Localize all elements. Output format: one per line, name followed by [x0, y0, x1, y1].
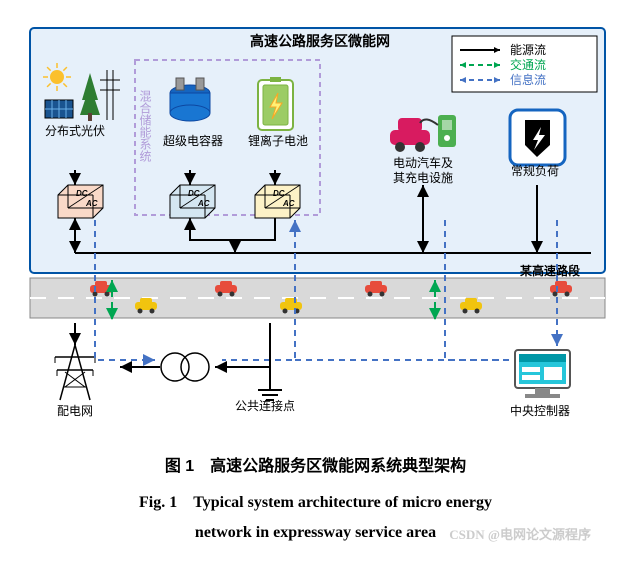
caption-cn: 图 1 高速公路服务区微能网系统典型架构 — [20, 452, 611, 476]
svg-text:DC: DC — [76, 189, 88, 198]
svg-text:某高速路段: 某高速路段 — [520, 263, 581, 278]
svg-text:AC: AC — [282, 199, 295, 208]
watermark: CSDN @电网论文源程序 — [449, 524, 591, 543]
svg-text:中央控制器: 中央控制器 — [510, 403, 570, 418]
svg-text:超级电容器: 超级电容器 — [163, 133, 223, 148]
svg-text:DC: DC — [273, 189, 285, 198]
svg-text:交通流: 交通流 — [510, 57, 546, 72]
svg-layer: 高速公路服务区微能网混合储能系统 能源流交通流信息流某高速路段 分布式光伏超级电容器… — [20, 20, 611, 440]
svg-text:电动汽车及: 电动汽车及 — [393, 155, 453, 170]
svg-text:高速公路服务区微能网: 高速公路服务区微能网 — [250, 33, 390, 49]
svg-text:常规负荷: 常规负荷 — [511, 163, 559, 178]
caption-en-2: network in expressway service area CSDN … — [20, 524, 611, 542]
svg-text:其充电设施: 其充电设施 — [393, 170, 453, 185]
svg-text:公共连接点: 公共连接点 — [235, 398, 295, 413]
svg-text:信息流: 信息流 — [510, 72, 546, 87]
svg-text:DC: DC — [188, 189, 200, 198]
svg-text:混合储能系统: 混合储能系统 — [138, 90, 152, 162]
svg-text:配电网: 配电网 — [57, 404, 93, 418]
svg-text:锂离子电池: 锂离子电池 — [248, 133, 308, 148]
svg-text:分布式光伏: 分布式光伏 — [45, 124, 105, 138]
svg-text:AC: AC — [85, 199, 98, 208]
svg-text:AC: AC — [197, 199, 210, 208]
diagram-container: 高速公路服务区微能网混合储能系统 能源流交通流信息流某高速路段 分布式光伏超级电容器… — [20, 20, 611, 440]
svg-text:能源流: 能源流 — [510, 43, 546, 57]
caption-en-1: Fig. 1 Typical system architecture of mi… — [20, 488, 611, 512]
